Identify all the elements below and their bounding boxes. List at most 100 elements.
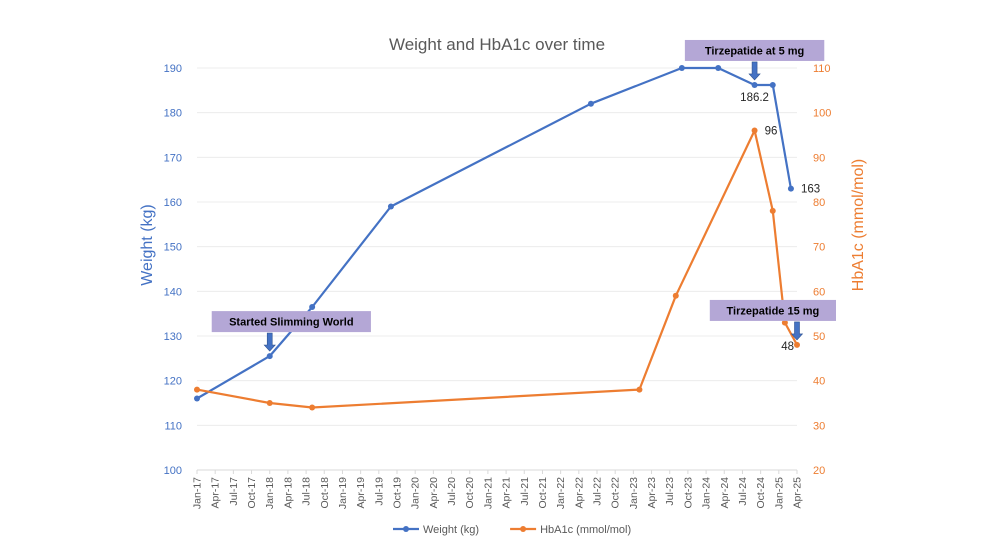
legend-label: Weight (kg) (423, 524, 479, 536)
y-tick-label-right: 50 (813, 331, 825, 343)
data-point (309, 303, 316, 310)
y-tick-label-right: 80 (813, 197, 825, 209)
y-tick-label-left: 140 (164, 286, 182, 298)
gridlines (197, 67, 797, 471)
x-tick-label: Apr-24 (719, 477, 731, 509)
arrow-down-icon (790, 321, 804, 341)
data-point (309, 404, 316, 411)
x-tick-label: Jan-22 (555, 477, 567, 509)
data-labels: 186.2 163 96 48 (740, 92, 820, 353)
x-tick-label: Jul-17 (228, 477, 240, 506)
x-tick-label: Jan-19 (337, 477, 349, 509)
data-label: 48 (781, 341, 794, 353)
series-line-1 (196, 129, 798, 409)
x-tick-label: Apr-18 (282, 477, 294, 509)
x-tick-label: Apr-17 (210, 477, 222, 509)
y-tick-label-right: 70 (813, 242, 825, 254)
y-tick-label-right: 110 (813, 63, 831, 75)
annotation-text: Tirzepatide 15 mg (727, 305, 820, 317)
data-label: 96 (765, 126, 778, 138)
y-tick-label-right: 20 (813, 465, 825, 477)
data-point (672, 292, 679, 299)
y-tick-label-left: 180 (164, 108, 182, 120)
annotation-box (709, 299, 836, 321)
x-tick-label: Apr-23 (646, 477, 658, 509)
data-point (769, 81, 776, 88)
x-tick-label: Jan-18 (264, 477, 276, 509)
chart-title: Weight and HbA1c over time (389, 35, 605, 54)
x-tick-label: Jul-20 (446, 477, 458, 506)
data-point (781, 319, 788, 326)
data-point (751, 81, 758, 88)
data-point (266, 353, 273, 360)
data-point (769, 207, 776, 214)
y-tick-label-left: 130 (164, 331, 182, 343)
x-tick-label: Oct-20 (464, 477, 476, 509)
y-axis-left-title: Weight (kg) (139, 204, 156, 286)
data-point (266, 400, 273, 406)
y-tick-label-right: 30 (813, 420, 825, 432)
x-tick-label: Apr-20 (428, 477, 440, 509)
annotation-box (684, 39, 825, 61)
x-tick-label: Jan-21 (482, 477, 494, 509)
annotation-box (211, 311, 371, 333)
data-point (587, 100, 594, 107)
data-point (787, 185, 794, 192)
x-tick-label: Oct-24 (755, 477, 767, 509)
series-line-0 (196, 66, 792, 400)
data-label: 186.2 (740, 92, 769, 104)
x-tick-label: Jul-18 (301, 477, 313, 506)
y-tick-label-left: 150 (164, 242, 182, 254)
x-tick-label: Apr-25 (792, 477, 804, 509)
x-tick-label: Oct-17 (246, 477, 258, 509)
x-tick-label: Jan-17 (192, 477, 204, 509)
x-tick-label: Oct-22 (610, 477, 622, 509)
arrow-down-icon (263, 332, 276, 352)
legend-swatch-marker (403, 526, 409, 532)
y-tick-label-left: 110 (164, 420, 182, 432)
data-point (636, 386, 643, 393)
data-point (387, 203, 394, 210)
x-tick-label: Apr-19 (355, 477, 367, 509)
legend-label: HbA1c (mmol/mol) (540, 524, 631, 536)
data-point (751, 127, 758, 134)
y-tick-label-left: 100 (164, 465, 182, 477)
annotation-text: Tirzepatide at 5 mg (705, 45, 804, 57)
data-label: 163 (801, 184, 820, 196)
y-axis-right-title: HbA1c (mmol/mol) (850, 159, 867, 291)
y-tick-label-left: 170 (164, 152, 182, 164)
arrow-down-icon (748, 61, 761, 81)
data-point (194, 395, 200, 402)
y-tick-label-left: 190 (164, 63, 182, 75)
legend: Weight (kg) HbA1c (mmol/mol) (393, 524, 631, 536)
data-point (678, 65, 685, 71)
legend-swatch-marker (520, 526, 527, 532)
y-tick-label-left: 160 (164, 197, 182, 209)
y-tick-label-right: 60 (813, 286, 825, 298)
data-point (715, 65, 722, 71)
x-tick-label: Oct-19 (392, 477, 404, 509)
x-tick-label: Apr-22 (573, 477, 585, 509)
data-point (794, 341, 800, 348)
x-tick-label: Jul-24 (737, 477, 749, 506)
x-tick-label: Jan-20 (410, 477, 422, 509)
data-point (194, 386, 200, 393)
x-tick-label: Jan-24 (701, 477, 713, 509)
x-tick-label: Oct-18 (319, 477, 331, 509)
x-tick-label: Jan-25 (773, 477, 785, 509)
annotations: Started Slimming World Tirzepatide at 5 m… (211, 39, 836, 352)
x-tick-label: Jul-21 (519, 477, 531, 506)
x-tick-label: Jan-23 (628, 477, 640, 509)
x-tick-label: Jul-19 (373, 477, 385, 506)
x-tick-label: Jul-23 (664, 477, 676, 506)
annotation-text: Started Slimming World (229, 317, 353, 329)
y-tick-label-left: 120 (164, 376, 182, 388)
x-tick-label: Oct-23 (682, 477, 694, 509)
y-tick-label-right: 90 (813, 152, 825, 164)
y-tick-label-right: 40 (813, 376, 825, 388)
y-tick-label-right: 100 (813, 108, 831, 120)
x-tick-label: Oct-21 (537, 477, 549, 509)
x-tick-label: Jul-22 (592, 477, 604, 506)
axes: 100 110 120 130 140 150 160 170 180 190 20 30 40 50 60… (164, 63, 832, 509)
